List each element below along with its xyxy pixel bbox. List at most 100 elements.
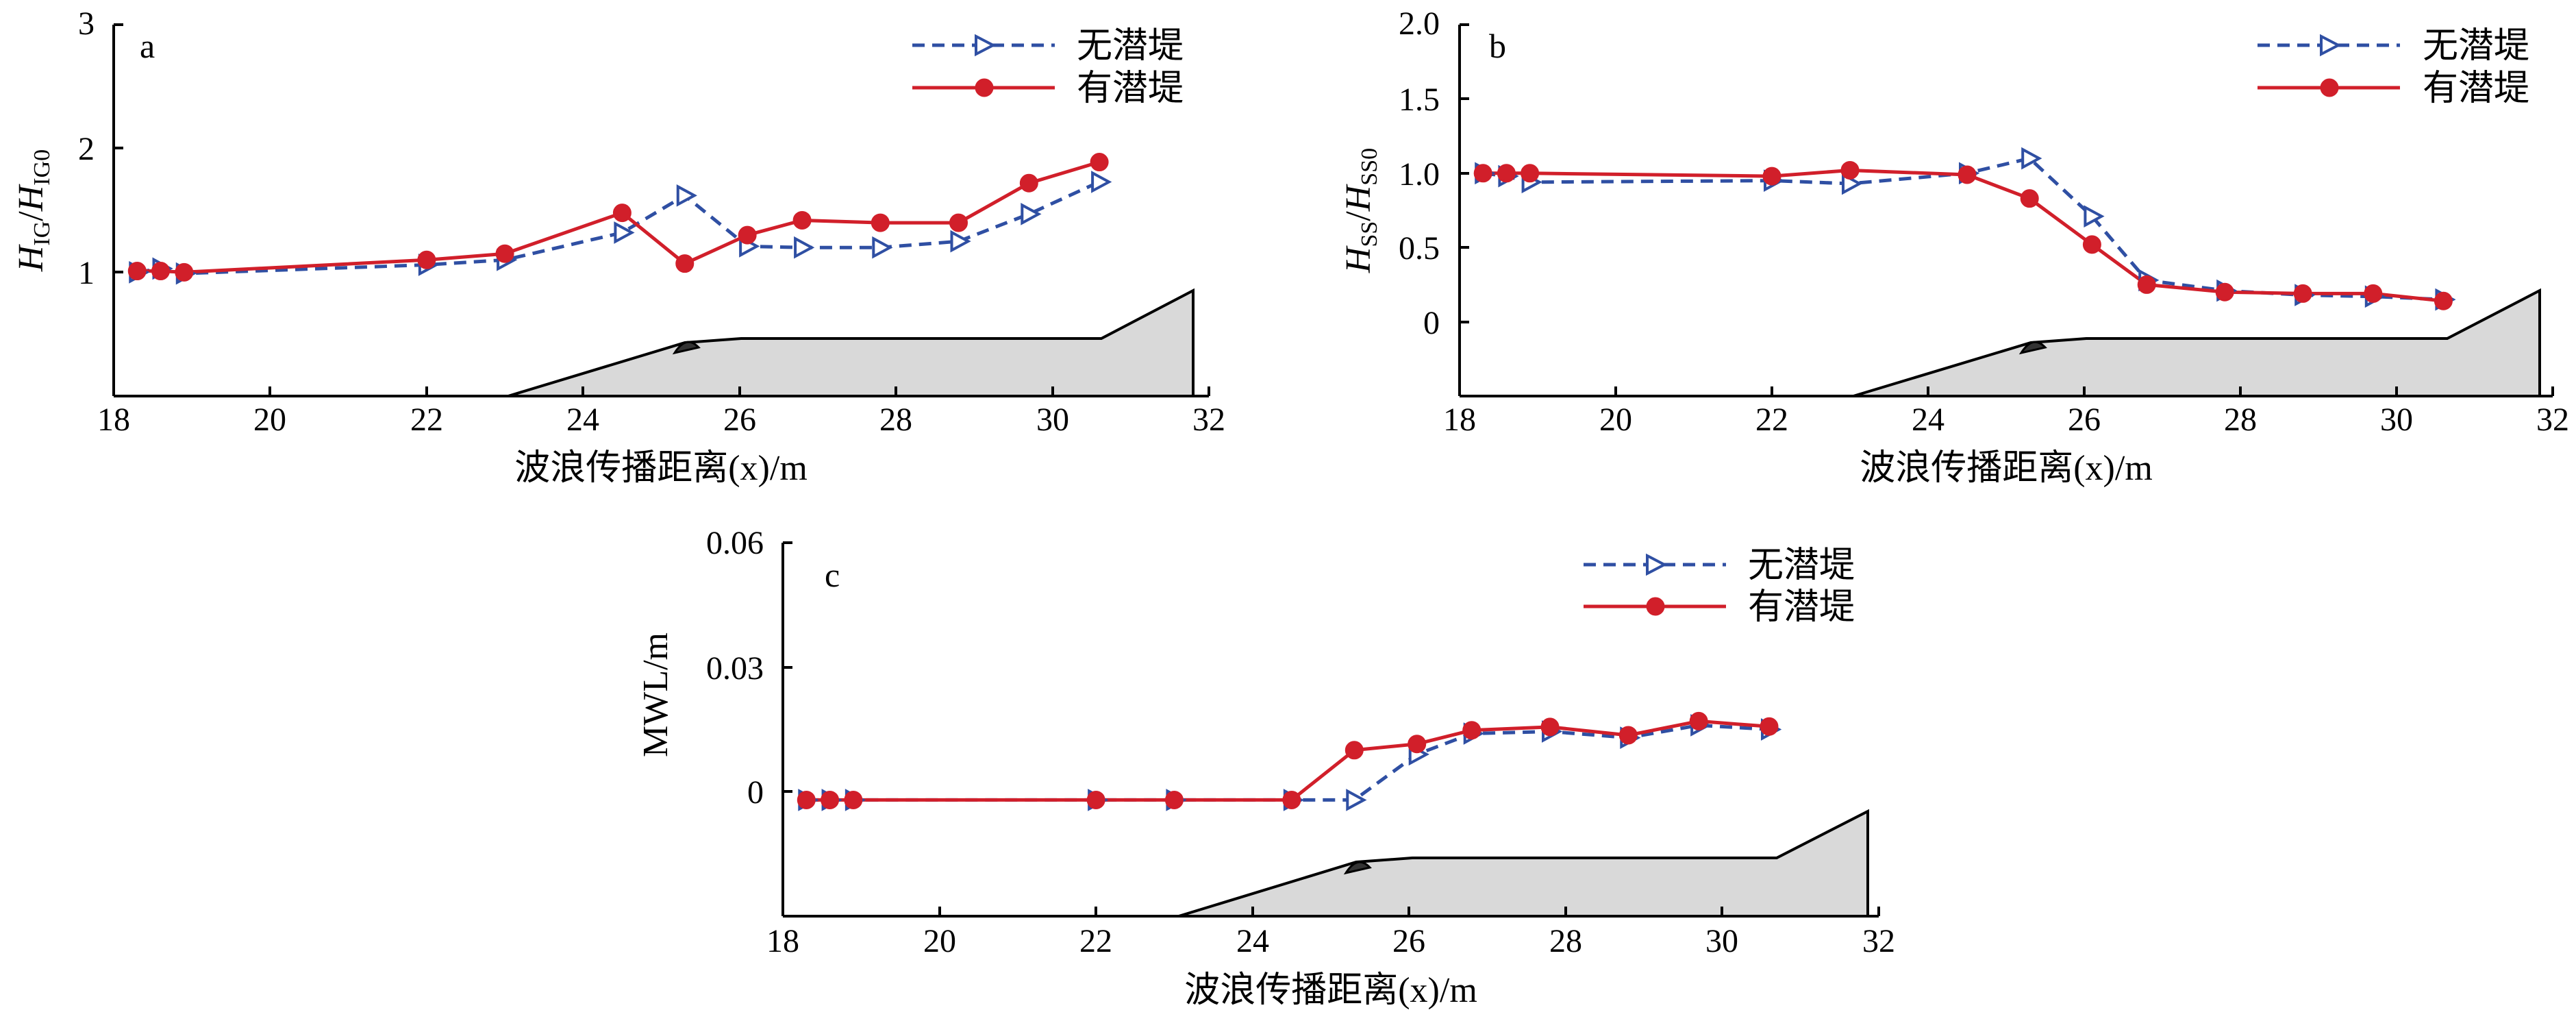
panel-a-series-with-point — [175, 262, 194, 282]
panel-c-legend-marker-no — [1646, 553, 1668, 576]
panel-c-series-with-point — [1618, 726, 1638, 745]
panel-a-y-tick-label: 2 — [78, 131, 95, 167]
panel-c-series-with-point — [844, 790, 863, 809]
panel-c-series-with-point — [1689, 711, 1708, 730]
panel-b-y-tick-label: 1.5 — [1399, 82, 1440, 118]
panel-c-x-tick-label: 26 — [1392, 923, 1425, 959]
panel-c-letter: c — [825, 556, 840, 594]
panel-b-breakwater-icon — [2018, 341, 2047, 355]
panel-a-x-ticks: 18 20 22 24 26 28 30 32 — [97, 386, 1225, 438]
panel-a-y-tick-label: 1 — [78, 255, 95, 291]
panel-a-series-with-point — [127, 262, 147, 281]
panel-a-y-title-den-sub: IG0 — [29, 149, 55, 186]
panel-a-series-with-point — [417, 250, 436, 269]
panel-c-series-with-point — [821, 790, 840, 809]
panel-b-x-tick-label: 22 — [1755, 402, 1788, 438]
panel-c-legend-marker-with — [1646, 597, 1665, 616]
panel-b-x-tick-label: 32 — [2536, 402, 2569, 438]
panel-b-y-axis-title: HSS/HSS0 — [1339, 148, 1382, 273]
panel-a-slope-profile — [508, 288, 1195, 397]
panel-b-series-with-point — [2137, 275, 2156, 294]
panel-b-legend-marker-no — [2320, 34, 2342, 57]
panel-a-series-no-point — [1021, 203, 1042, 225]
panel-c-x-axis-title: 波浪传播距离(x)/m — [1184, 971, 1477, 1010]
panel-c-x-tick-label: 28 — [1549, 923, 1582, 959]
panel-b-plot-area — [1473, 147, 2456, 311]
panel-a-x-tick-label: 18 — [97, 402, 130, 438]
panel-b-y-title-den: H — [1339, 184, 1378, 212]
panel-a-letter: a — [140, 27, 155, 65]
panel-b-series-with-point — [2364, 284, 2383, 303]
panel-b-series-with-point — [1840, 160, 1860, 180]
panel-b-y-tick-label: 0.5 — [1399, 230, 1440, 267]
panel-c-series-with-point — [797, 790, 816, 809]
panel-b-x-tick-label: 20 — [1599, 402, 1632, 438]
panel-b-x-tick-label: 18 — [1443, 402, 1476, 438]
panel-b-letter: b — [1489, 27, 1506, 65]
panel-c-legend-label-no: 无潜堤 — [1748, 546, 1855, 585]
panel-b-y-ticks: 0 0.5 1.0 1.5 2.0 — [1399, 5, 1469, 341]
panel-b-y-tick-label: 1.0 — [1399, 156, 1440, 193]
panel-c-series-with-point — [1086, 790, 1105, 809]
panel-b-y-title-num: H — [1339, 245, 1378, 273]
panel-a-x-tick-label: 28 — [879, 402, 912, 438]
panel-c: 18 20 22 24 26 28 30 32 0 0.03 0.06 波浪传播… — [636, 525, 1895, 1010]
panel-b-series-with-line — [1483, 169, 2444, 303]
panel-b-x-tick-label: 28 — [2224, 402, 2257, 438]
panel-c-y-ticks: 0 0.03 0.06 — [706, 525, 792, 811]
panel-c-x-tick-label: 18 — [766, 923, 799, 959]
panel-a-series-no-point — [1091, 171, 1112, 193]
panel-a-y-title-num: H — [12, 244, 51, 272]
panel-a-y-title-slash: / — [12, 211, 51, 221]
panel-b-y-title-slash: / — [1339, 211, 1378, 221]
panel-c-series-with-point — [1462, 721, 1481, 740]
panel-b-series-with-point — [2082, 235, 2101, 254]
panel-b-y-title-den-sub: SS0 — [1357, 148, 1382, 186]
panel-a-breakwater-icon — [672, 341, 701, 355]
panel-c-breakwater-icon — [1343, 861, 1372, 875]
panel-a-x-axis-title: 波浪传播距离(x)/m — [514, 449, 808, 488]
panel-c-y-tick-label: 0.06 — [706, 525, 764, 561]
panel-b-series-no-point — [2084, 205, 2105, 228]
panel-a-x-tick-label: 30 — [1036, 402, 1069, 438]
panel-b-legend: 无潜堤 有潜堤 — [2258, 27, 2529, 108]
panel-b-series-with-point — [1497, 164, 1516, 183]
panel-a-series-no-point — [950, 230, 971, 253]
panel-a-y-title-den: H — [12, 184, 51, 212]
panel-a-y-axis-title: HIG/HIG0 — [12, 149, 55, 272]
panel-b-x-axis-title: 波浪传播距离(x)/m — [1860, 449, 2153, 488]
panel-b-legend-label-with: 有潜堤 — [2423, 69, 2529, 108]
panel-a-series-with-point — [1019, 173, 1038, 193]
panel-a-series-no-point — [794, 236, 815, 259]
panel-c-series-with-point — [1540, 717, 1560, 737]
panel-c-legend-label-with: 有潜堤 — [1748, 588, 1855, 627]
panel-c-x-ticks: 18 20 22 24 26 28 30 32 — [766, 907, 1895, 959]
panel-c-y-axis-title: MWL/m — [636, 632, 675, 757]
panel-a-x-tick-label: 20 — [253, 402, 286, 438]
panel-b-series-with-point — [2293, 284, 2312, 303]
panel-c-series-with-point — [1164, 790, 1184, 809]
panel-b-series-with-point — [1473, 164, 1492, 183]
panel-a-series-with-point — [792, 210, 812, 230]
panel-a-y-title-num-sub: IG — [29, 221, 55, 246]
panel-c-series-with-point — [1282, 790, 1301, 809]
panel-b-series-with-point — [2434, 291, 2453, 310]
panel-b-series-with-point — [1762, 167, 1781, 186]
panel-a-y-tick-label: 3 — [78, 5, 95, 42]
panel-c-plot-area — [797, 711, 1782, 811]
panel-b-y-tick-label: 0 — [1423, 305, 1440, 341]
panel-a-series-with-point — [871, 213, 890, 232]
panel-a: 18 20 22 24 26 28 30 32 1 2 3 波浪传播距离(x)/… — [12, 5, 1225, 488]
panel-b-x-tick-label: 24 — [1912, 402, 1944, 438]
panel-c-x-tick-label: 30 — [1705, 923, 1738, 959]
panel-c-x-tick-label: 24 — [1236, 923, 1269, 959]
panel-b-legend-label-no: 无潜堤 — [2423, 27, 2529, 66]
panel-a-series-with-point — [612, 204, 632, 223]
panel-a-series-no-point — [872, 236, 893, 259]
panel-a-series-no-point — [614, 221, 635, 244]
panel-b-x-tick-label: 26 — [2068, 402, 2101, 438]
panel-a-x-tick-label: 22 — [410, 402, 443, 438]
panel-a-legend-label-no: 无潜堤 — [1077, 27, 1184, 66]
panel-b-series-with-point — [2215, 282, 2234, 302]
